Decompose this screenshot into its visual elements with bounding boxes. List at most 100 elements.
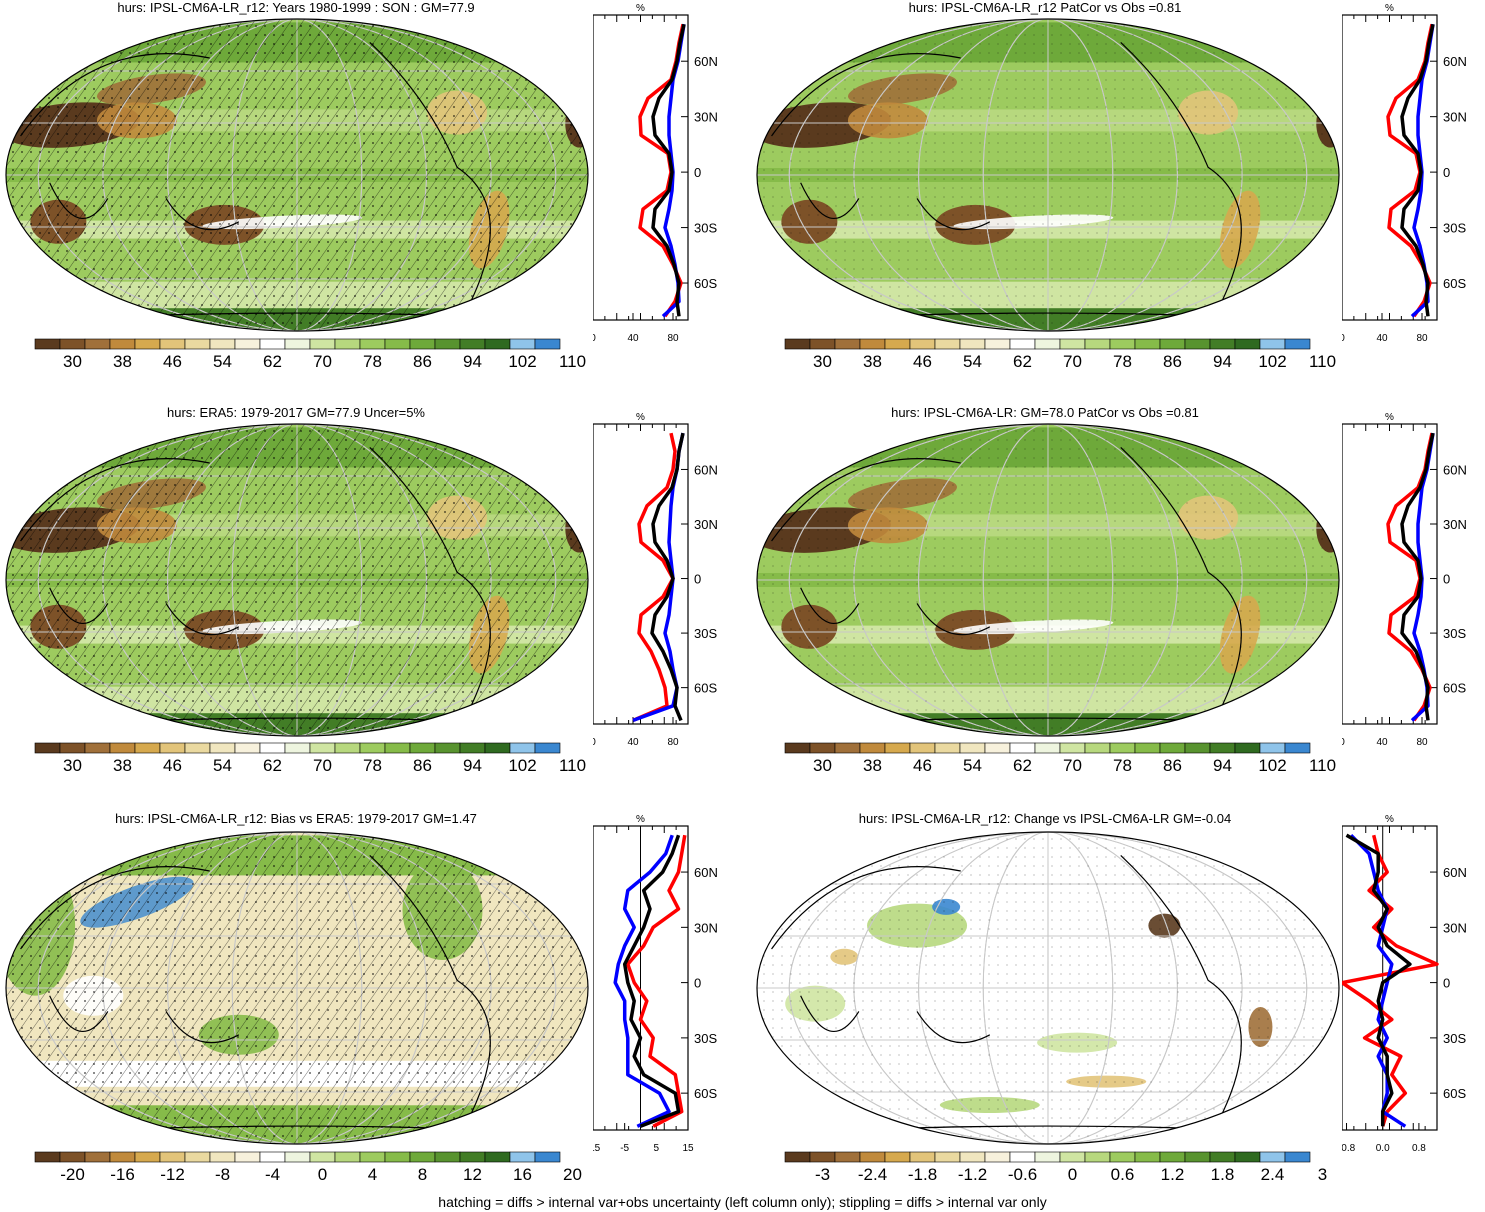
colorbar-tick-label: 110 <box>1308 756 1337 775</box>
lat-tick-label: 0 <box>694 165 701 180</box>
colorbar-swatch <box>159 338 186 350</box>
lat-tick-label: 30S <box>1443 626 1466 641</box>
colorbar-tick-label: -1.8 <box>907 1165 938 1184</box>
lat-tick-label: 30N <box>1443 110 1467 125</box>
colorbar-swatch <box>284 338 311 350</box>
colorbar-swatch <box>1009 742 1036 754</box>
colorbar-swatch <box>1184 742 1211 754</box>
colorbar-swatch <box>84 1151 111 1163</box>
colorbar-swatch <box>284 1151 311 1163</box>
colorbar-swatch <box>184 742 211 754</box>
colorbar-tick-label: 102 <box>508 352 537 371</box>
colorbar-tick-label: 78 <box>1113 352 1132 371</box>
colorbar-swatch <box>409 338 436 350</box>
colorbar-swatch <box>159 742 186 754</box>
colorbar-swatch <box>234 338 261 350</box>
colorbar-tick-label: -1.2 <box>957 1165 988 1184</box>
zonal-mean-plot: % 60N 30N 0 30S 60S -15 -5 5 15 <box>593 814 718 1154</box>
colorbar-swatch <box>134 1151 161 1163</box>
colorbar-tick-label: 38 <box>863 352 882 371</box>
zonal-series-model <box>632 432 677 723</box>
lat-tick-label: 30N <box>694 110 718 125</box>
colorbar-swatch <box>509 1151 536 1163</box>
global-map <box>756 18 1340 332</box>
figure-footer-note: hatching = diffs > internal var+obs unce… <box>438 1194 1047 1210</box>
lat-tick-label: 30N <box>694 517 718 532</box>
colorbar-swatch <box>1059 338 1086 350</box>
colorbar-swatch <box>134 742 161 754</box>
colorbar-swatch <box>784 742 811 754</box>
coastline <box>771 41 1281 320</box>
lat-tick-label: 30S <box>694 221 717 236</box>
colorbar-tick-label: 30 <box>63 756 82 775</box>
lat-tick-label: 60S <box>694 276 717 291</box>
zonal-unit-label: % <box>636 3 645 14</box>
zonal-series-mean <box>1400 23 1435 317</box>
colorbar <box>784 1151 1311 1163</box>
colorbar-tick-label: 30 <box>63 352 82 371</box>
colorbar-swatch <box>209 338 236 350</box>
colorbar-tick-label: 30 <box>813 352 832 371</box>
colorbar-swatch <box>259 338 286 350</box>
lat-tick-label: 60N <box>694 462 718 477</box>
global-map <box>756 831 1340 1145</box>
colorbar-swatch <box>434 1151 461 1163</box>
lat-tick-label: 60N <box>1443 54 1467 69</box>
colorbar-swatch <box>1209 338 1236 350</box>
colorbar-tick-label: 86 <box>1163 352 1182 371</box>
colorbar-swatch <box>134 338 161 350</box>
lat-tick-label: 0 <box>694 572 701 587</box>
lat-tick-label: 30N <box>694 920 718 935</box>
colorbar-swatch <box>1209 1151 1236 1163</box>
map-field <box>6 424 588 736</box>
lat-tick-label: 30S <box>1443 1031 1466 1046</box>
colorbar-swatch <box>1084 742 1111 754</box>
lat-tick-label: 60S <box>1443 276 1466 291</box>
colorbar-tick-label: 70 <box>1063 352 1082 371</box>
colorbar-tick-label: 38 <box>863 756 882 775</box>
colorbar-tick-label: 102 <box>1258 352 1287 371</box>
colorbar-tick-label: 70 <box>1063 756 1082 775</box>
colorbar-swatch <box>1009 1151 1036 1163</box>
colorbar-swatch <box>984 338 1011 350</box>
zonal-x-tick-label: 0 <box>593 737 596 748</box>
colorbar-swatch <box>934 742 961 754</box>
lat-tick-label: 30N <box>1443 920 1467 935</box>
colorbar-swatch <box>909 338 936 350</box>
colorbar-swatch <box>1034 1151 1061 1163</box>
colorbar <box>784 338 1311 350</box>
colorbar-tick-label: -3 <box>814 1165 831 1184</box>
colorbar-tick-label: 54 <box>963 352 982 371</box>
zonal-x-tick-label: -0.8 <box>1342 1143 1356 1154</box>
zonal-mean-plot: % 60N 30N 0 30S 60S 0 40 80 <box>593 412 718 748</box>
colorbar-swatch <box>59 1151 86 1163</box>
colorbar-tick-label: 0.6 <box>1110 1165 1135 1184</box>
zonal-x-tick-label: 80 <box>1416 333 1428 344</box>
colorbar-tick-label: 0 <box>1067 1165 1078 1184</box>
zonal-unit-label: % <box>1385 3 1394 14</box>
zonal-series-mean <box>651 23 686 317</box>
map-field <box>6 19 588 331</box>
colorbar-swatch <box>1259 742 1286 754</box>
zonal-x-tick-label: 40 <box>1376 737 1388 748</box>
lat-tick-label: 0 <box>1443 165 1450 180</box>
colorbar-swatch <box>1009 338 1036 350</box>
colorbar-swatch <box>84 742 111 754</box>
zonal-x-tick-label: 80 <box>1416 737 1428 748</box>
colorbar-tick-label: 54 <box>963 756 982 775</box>
colorbar-swatch <box>284 742 311 754</box>
colorbar-swatch <box>1234 742 1261 754</box>
zonal-x-tick-label: 0 <box>1342 737 1345 748</box>
colorbar-swatch <box>859 1151 886 1163</box>
colorbar-swatch <box>1134 338 1161 350</box>
colorbar-tick-label: 94 <box>463 756 482 775</box>
map-field <box>757 19 1339 331</box>
lat-tick-label: 60N <box>694 865 718 880</box>
colorbar-tick-label: 78 <box>1113 756 1132 775</box>
colorbar-swatch <box>834 1151 861 1163</box>
colorbar-swatch <box>809 742 836 754</box>
colorbar-swatch <box>334 1151 361 1163</box>
colorbar-swatch <box>534 338 561 350</box>
colorbar-swatch <box>884 338 911 350</box>
colorbar-tick-label: 110 <box>558 756 587 775</box>
